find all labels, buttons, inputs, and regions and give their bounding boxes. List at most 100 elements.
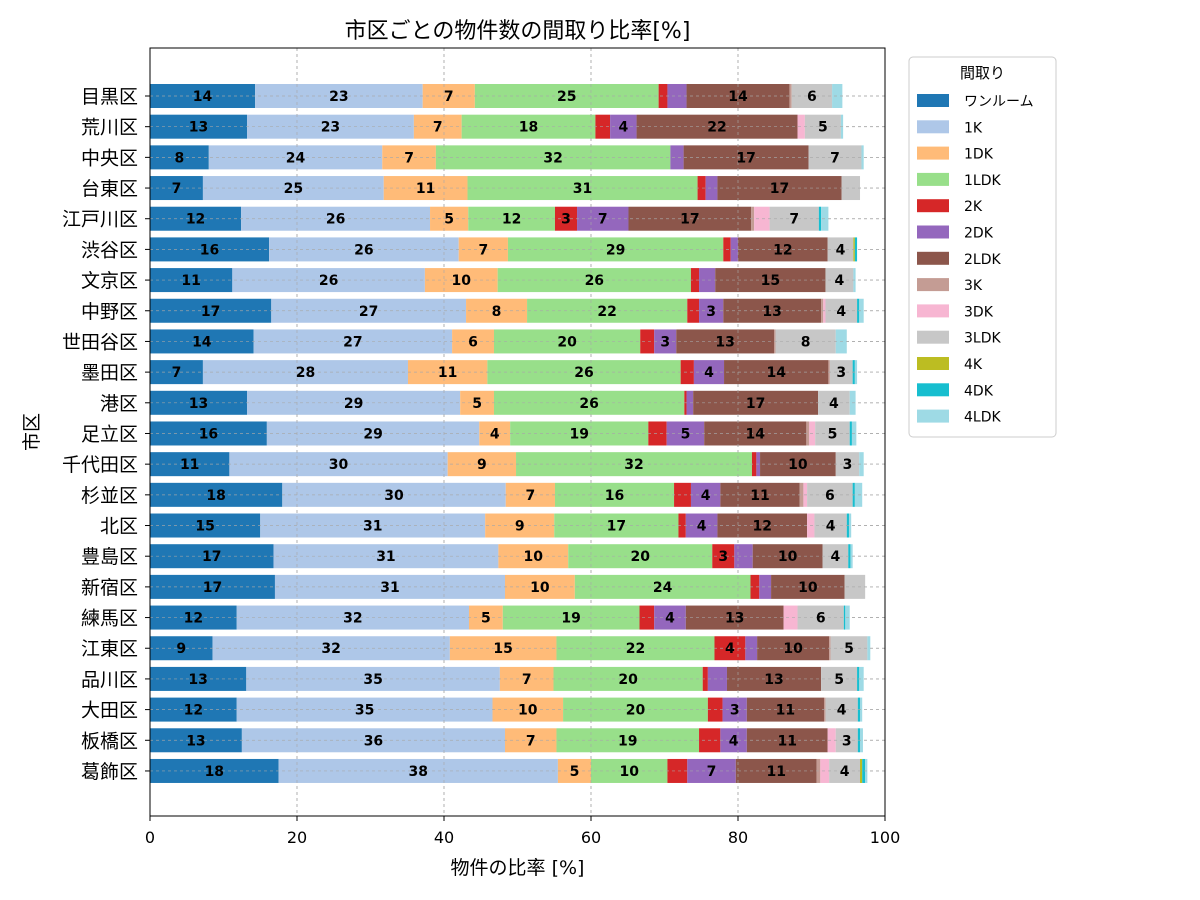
- data-label: 7: [404, 150, 414, 166]
- legend-swatch: [917, 304, 949, 318]
- data-label: 4: [836, 304, 846, 320]
- data-label: 20: [626, 703, 646, 719]
- y-tick-label: 大田区: [81, 700, 138, 722]
- x-tick-label: 0: [145, 828, 155, 847]
- legend-swatch: [917, 383, 949, 397]
- data-label: 14: [193, 89, 213, 105]
- data-label: 23: [329, 89, 348, 105]
- y-tick-label: 港区: [100, 393, 138, 415]
- data-label: 5: [681, 426, 691, 442]
- data-label: 10: [783, 641, 803, 657]
- data-label: 6: [816, 611, 826, 627]
- bar-segment: [678, 513, 686, 538]
- bar-segment: [832, 84, 843, 108]
- data-label: 13: [189, 120, 208, 136]
- data-label: 17: [201, 304, 220, 320]
- data-label: 13: [764, 672, 783, 688]
- bar-segment: [783, 605, 798, 630]
- data-label: 30: [329, 457, 349, 473]
- data-label: 15: [761, 273, 780, 289]
- x-tick-label: 40: [434, 828, 454, 847]
- data-label: 9: [176, 641, 186, 657]
- legend-swatch: [917, 172, 949, 186]
- data-label: 12: [186, 212, 205, 228]
- x-tick-label: 100: [870, 828, 901, 847]
- data-label: 11: [766, 764, 785, 780]
- bar-segment: [751, 452, 757, 477]
- data-label: 25: [284, 181, 303, 197]
- data-label: 17: [203, 580, 222, 596]
- data-label: 3: [842, 733, 852, 749]
- bar-segment: [150, 206, 242, 231]
- legend-entry-label: 4DK: [964, 383, 994, 399]
- bar-segment: [449, 636, 557, 661]
- bar-segment: [667, 84, 687, 108]
- data-label: 8: [492, 304, 502, 320]
- bar-segment: [789, 84, 792, 108]
- legend-swatch: [917, 225, 949, 239]
- data-label: 22: [626, 641, 645, 657]
- bar-segment: [557, 758, 591, 783]
- bar-segment: [424, 268, 498, 293]
- data-label: 6: [825, 488, 835, 504]
- bar-segment: [670, 145, 684, 170]
- bar-segment: [850, 544, 853, 569]
- bar-segment: [640, 329, 655, 354]
- data-label: 6: [468, 334, 478, 350]
- data-label: 10: [778, 549, 798, 565]
- y-tick-label: 文京区: [81, 270, 138, 292]
- bar-segment: [499, 666, 554, 691]
- y-tick-label: 目黒区: [81, 86, 138, 108]
- bar-segment: [667, 758, 688, 783]
- legend-swatch: [917, 251, 949, 265]
- data-label: 26: [319, 273, 338, 289]
- bar-segment: [797, 114, 805, 139]
- data-label: 12: [502, 212, 521, 228]
- data-label: 22: [707, 120, 726, 136]
- legend-entry-label: 4LDK: [964, 410, 1001, 426]
- bar-segment: [750, 574, 760, 599]
- y-tick-label: 品川区: [81, 669, 138, 691]
- data-label: 32: [624, 457, 643, 473]
- data-label: 20: [618, 672, 638, 688]
- bar-segment: [639, 605, 655, 630]
- bar-segment: [150, 758, 279, 783]
- data-label: 17: [746, 396, 765, 412]
- data-label: 19: [618, 733, 637, 749]
- data-label: 11: [438, 365, 457, 381]
- x-tick-label: 20: [287, 828, 307, 847]
- bar-segment: [202, 176, 384, 201]
- y-tick-label: 練馬区: [81, 608, 138, 630]
- bar-segment: [854, 237, 858, 262]
- data-label: 13: [186, 733, 205, 749]
- data-label: 31: [380, 580, 399, 596]
- data-label: 3: [561, 212, 571, 228]
- data-label: 10: [530, 580, 550, 596]
- data-label: 4: [701, 488, 711, 504]
- data-label: 25: [557, 89, 576, 105]
- data-label: 13: [188, 672, 207, 688]
- bar-segment: [860, 728, 863, 753]
- data-label: 5: [444, 212, 454, 228]
- data-label: 29: [344, 396, 363, 412]
- legend-swatch: [917, 330, 949, 344]
- data-label: 32: [321, 641, 340, 657]
- data-label: 7: [789, 212, 799, 228]
- bar-segment: [821, 666, 858, 691]
- y-tick-label: 北区: [100, 516, 138, 538]
- data-label: 18: [519, 120, 538, 136]
- data-label: 16: [605, 488, 624, 504]
- bar-segment: [563, 697, 708, 722]
- bar-segment: [799, 482, 804, 507]
- data-label: 20: [557, 334, 577, 350]
- legend-entry-label: 1K: [964, 120, 983, 136]
- data-label: 26: [326, 212, 345, 228]
- y-tick-label: 江東区: [81, 638, 138, 660]
- legend-swatch: [917, 146, 949, 160]
- data-label: 11: [778, 733, 797, 749]
- data-label: 4: [829, 396, 839, 412]
- legend-title: 間取り: [960, 64, 1005, 82]
- bar-segment: [150, 728, 242, 753]
- bar-segment: [556, 728, 700, 753]
